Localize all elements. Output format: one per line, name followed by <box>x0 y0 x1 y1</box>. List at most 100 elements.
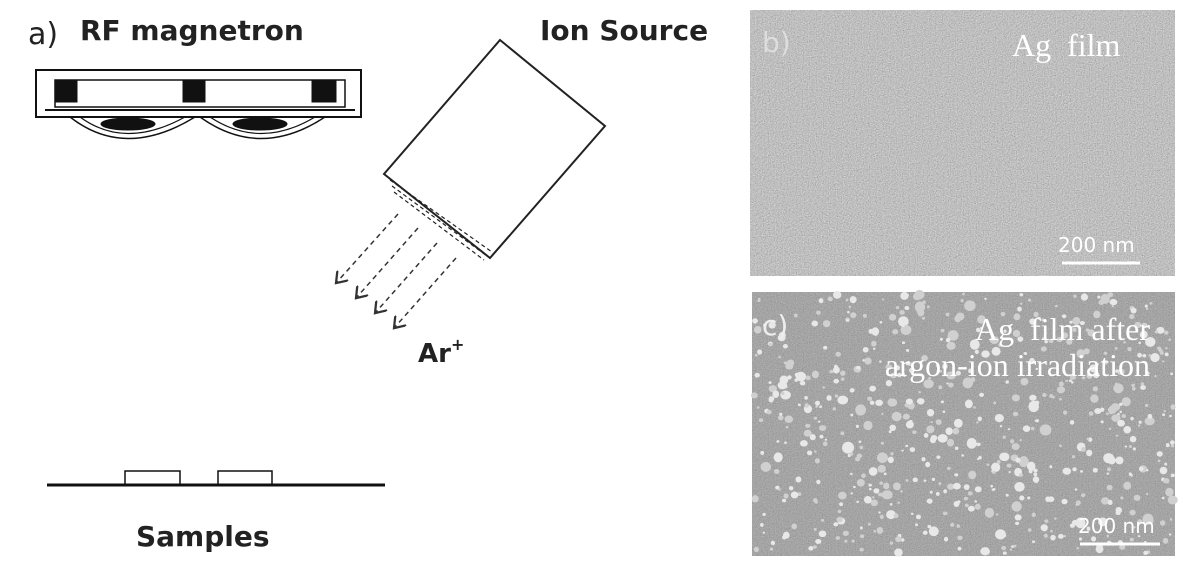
particle <box>853 486 856 488</box>
particle <box>1028 401 1039 412</box>
particle <box>847 311 850 314</box>
particle <box>953 428 960 435</box>
particle <box>890 542 893 545</box>
particle <box>766 410 771 414</box>
particle <box>860 534 864 538</box>
particle <box>851 492 853 494</box>
particle <box>901 450 903 452</box>
particle <box>1070 420 1074 425</box>
particle <box>795 476 801 482</box>
ion-source-label: Ion Source <box>540 14 708 47</box>
particle <box>976 421 979 423</box>
particle <box>1044 534 1048 538</box>
particle <box>878 511 881 513</box>
particle <box>968 491 973 495</box>
particle <box>1028 528 1032 532</box>
particle <box>1059 398 1062 401</box>
particle <box>1023 425 1030 432</box>
particle <box>904 306 909 310</box>
particle <box>1162 413 1165 416</box>
particle <box>957 500 960 503</box>
particle <box>942 410 945 413</box>
particle <box>905 445 908 447</box>
particle <box>858 413 860 415</box>
particle <box>1010 439 1014 443</box>
particle <box>1140 385 1146 390</box>
particle <box>1035 419 1039 422</box>
particle <box>1131 384 1135 387</box>
particle <box>868 484 872 487</box>
particle <box>1123 426 1131 433</box>
particle <box>996 513 999 515</box>
particle <box>1103 453 1114 463</box>
particle <box>1059 444 1062 447</box>
particle <box>769 396 775 401</box>
particle <box>956 312 965 320</box>
particle <box>823 346 827 350</box>
particle <box>1029 395 1036 401</box>
particle <box>929 526 939 536</box>
particle <box>1154 375 1156 377</box>
particle <box>794 378 798 381</box>
particle <box>1032 540 1035 543</box>
particle <box>1138 424 1140 426</box>
figure: a) RF magnetron Ion Source <box>0 0 1181 562</box>
particle <box>778 488 781 490</box>
particle <box>1011 501 1021 511</box>
particle <box>894 548 903 556</box>
particle <box>863 314 867 318</box>
particle <box>783 532 790 539</box>
particle <box>1120 496 1123 499</box>
particle <box>1116 386 1121 390</box>
particle <box>798 404 801 407</box>
particle <box>1148 414 1153 419</box>
particle <box>1162 360 1165 362</box>
particle <box>1008 471 1011 473</box>
particle <box>752 495 759 502</box>
particle <box>1146 493 1148 495</box>
particle <box>897 502 900 504</box>
particle <box>1160 467 1168 474</box>
particle <box>869 467 878 476</box>
particle <box>877 527 883 534</box>
particle <box>839 502 843 506</box>
particle <box>844 540 847 543</box>
particle <box>1169 533 1172 535</box>
particle <box>816 311 821 315</box>
particle <box>1096 545 1104 553</box>
particle <box>826 395 831 401</box>
particle <box>882 298 884 300</box>
particle <box>912 430 916 434</box>
particle <box>846 299 849 302</box>
particle <box>779 413 782 416</box>
particle <box>1081 447 1086 452</box>
particle <box>843 531 849 536</box>
particle <box>1110 299 1118 305</box>
particle <box>889 425 896 431</box>
particle <box>1050 530 1053 533</box>
particle <box>833 522 838 526</box>
particle <box>822 386 825 388</box>
particle <box>842 442 854 454</box>
particle <box>751 392 758 398</box>
particle <box>850 473 852 476</box>
particle <box>947 439 954 447</box>
particle <box>1165 488 1173 497</box>
particle <box>973 406 976 408</box>
particle <box>781 392 784 395</box>
particle <box>927 499 933 504</box>
particle <box>838 492 847 500</box>
particle <box>782 499 786 503</box>
particle <box>873 488 879 493</box>
particle <box>778 381 787 389</box>
particle <box>948 383 954 388</box>
panel-label: b) <box>762 26 791 59</box>
caption-line: Ag film after <box>975 311 1150 347</box>
particle <box>850 414 853 417</box>
particle <box>979 393 984 397</box>
particle <box>833 366 840 373</box>
particle <box>828 297 833 302</box>
particle <box>869 329 874 334</box>
particle <box>990 485 993 488</box>
particle <box>938 482 941 485</box>
